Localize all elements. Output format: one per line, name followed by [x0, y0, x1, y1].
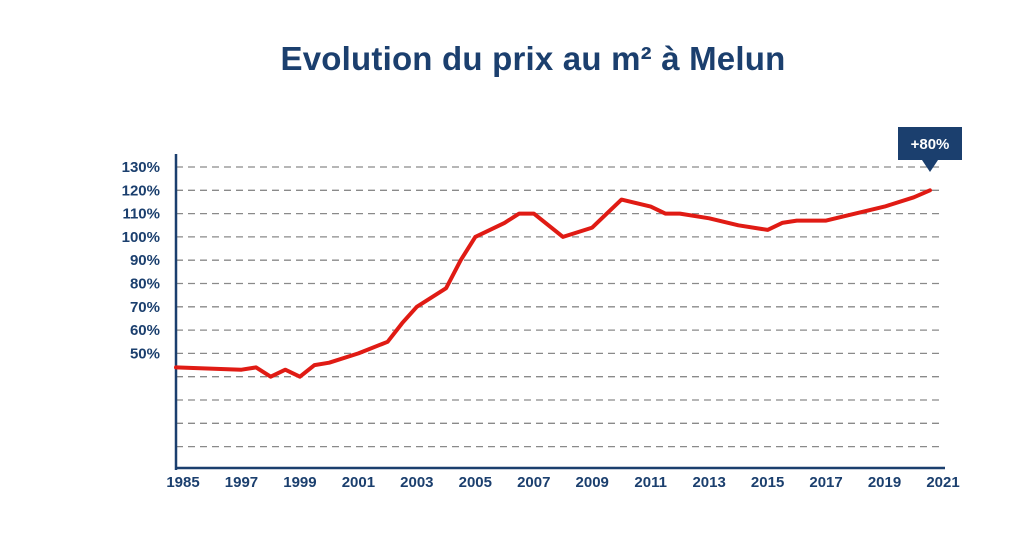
y-tick-label: 50% — [130, 345, 160, 362]
x-tick-label: 2009 — [576, 474, 609, 491]
y-tick-label: 100% — [122, 229, 160, 246]
x-tick-label: 2003 — [400, 474, 433, 491]
y-tick-label: 120% — [122, 182, 160, 199]
price-change-callout: +80% — [898, 127, 962, 172]
y-tick-label: 90% — [130, 252, 160, 269]
x-tick-label: 1985 — [166, 474, 199, 491]
x-tick-labels: 1985 1997 1999 2001 2003 2005 2007 2009 2011 2013… — [166, 474, 959, 491]
x-tick-label: 2013 — [692, 474, 725, 491]
chart-title: Evolution du prix au m² à Melun — [280, 40, 786, 77]
axes — [174, 154, 945, 470]
x-tick-label: 2019 — [868, 474, 901, 491]
callout-text: +80% — [911, 136, 950, 153]
x-tick-label: 1999 — [283, 474, 316, 491]
y-tick-label: 70% — [130, 299, 160, 316]
y-tick-labels: 130% 120% 110% 100% 90% 80% 70% 60% 50% — [122, 159, 160, 362]
x-tick-label: 2005 — [459, 474, 492, 491]
x-tick-label: 2007 — [517, 474, 550, 491]
series-layer — [174, 188, 932, 379]
y-tick-label: 80% — [130, 276, 160, 293]
grid-lines — [176, 166, 942, 448]
x-tick-label: 2021 — [926, 474, 959, 491]
x-tick-label: 1997 — [225, 474, 258, 491]
callout-badge — [898, 127, 962, 172]
x-tick-label: 2011 — [634, 474, 667, 491]
x-tick-label: 2015 — [751, 474, 784, 491]
x-tick-label: 2001 — [342, 474, 375, 491]
y-tick-label: 60% — [130, 322, 160, 339]
y-tick-label: 110% — [122, 206, 160, 223]
x-tick-label: 2017 — [809, 474, 842, 491]
series-line — [174, 188, 932, 379]
y-tick-label: 130% — [122, 159, 160, 176]
